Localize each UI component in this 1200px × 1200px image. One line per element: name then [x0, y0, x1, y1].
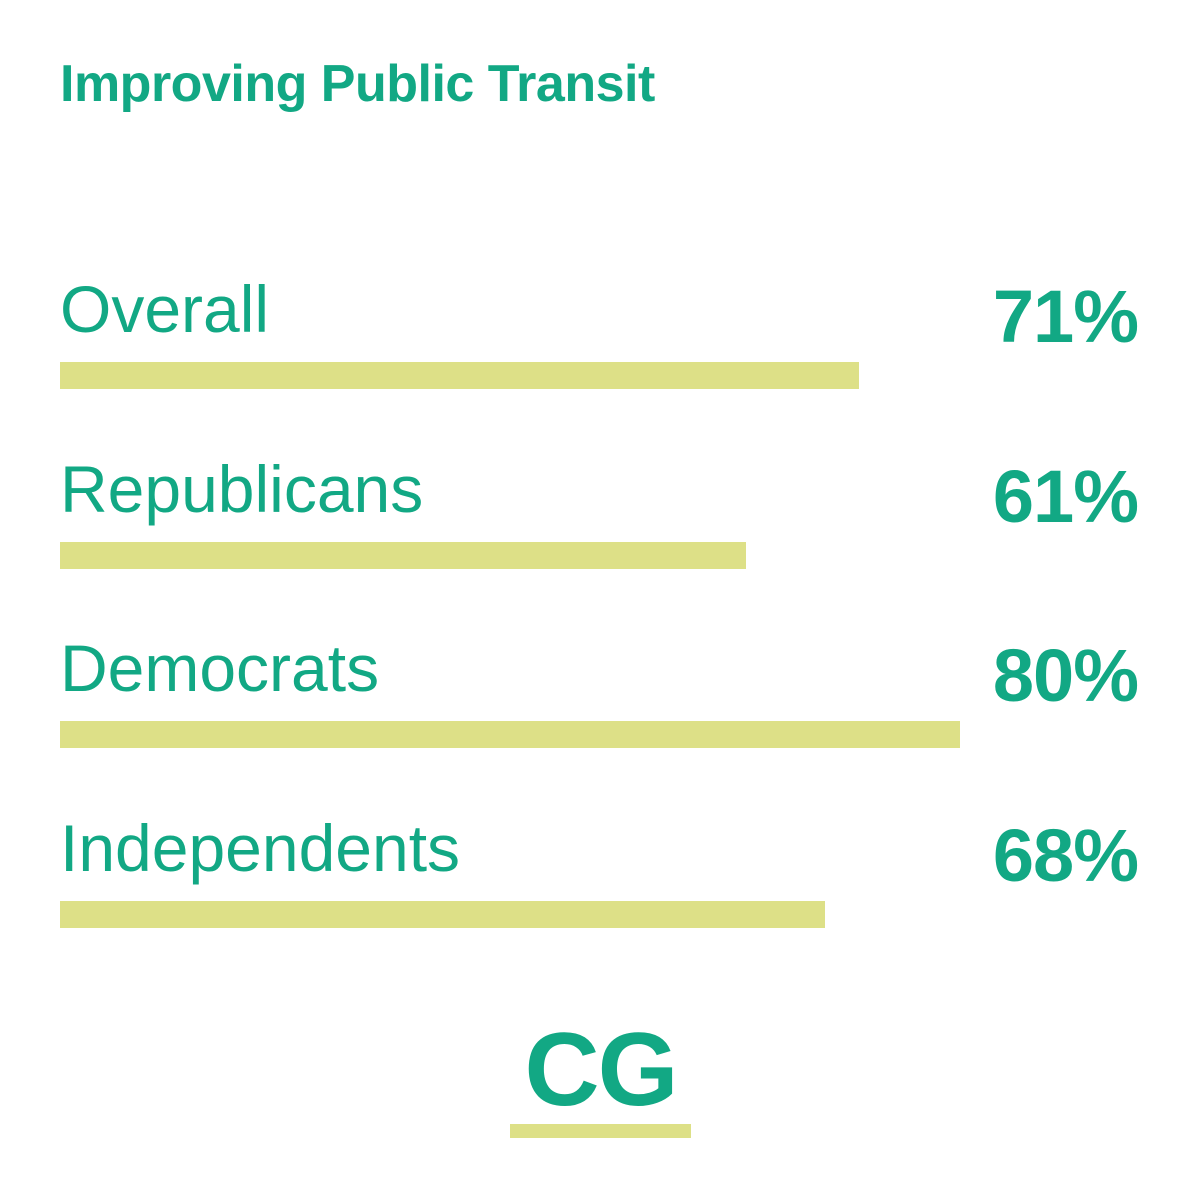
category-label: Independents — [60, 810, 461, 885]
value-label: 68% — [992, 813, 1139, 897]
value-label: 61% — [992, 454, 1139, 538]
chart-title: Improving Public Transit — [60, 55, 655, 113]
logo-text: CG — [524, 1012, 679, 1128]
category-label: Republicans — [60, 451, 424, 526]
cg-logo: CG — [510, 1018, 691, 1138]
bar — [60, 721, 960, 748]
category-label: Overall — [60, 272, 270, 346]
value-label: 80% — [992, 634, 1139, 717]
logo-underline — [510, 1124, 691, 1138]
bar — [60, 362, 859, 389]
bar — [60, 900, 825, 928]
category-label: Democrats — [60, 631, 380, 705]
bar — [60, 541, 746, 569]
value-label: 71% — [992, 275, 1139, 358]
